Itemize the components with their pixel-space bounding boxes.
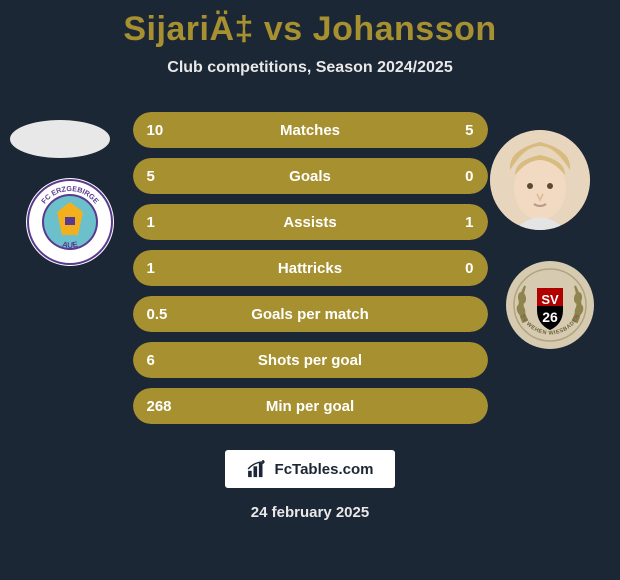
stat-row: 50Goals <box>133 158 488 194</box>
title-left: SijariÄ‡ <box>123 10 254 48</box>
stat-bars: 105Matches 50Goals 11Assists 10Hattricks 0.5… <box>133 112 488 424</box>
stat-row: 105Matches <box>133 112 488 148</box>
stat-label: Min per goal <box>133 398 488 415</box>
title-mid: vs <box>254 10 313 48</box>
stat-row: 6Shots per goal <box>133 342 488 378</box>
date-line: 24 february 2025 <box>0 504 620 521</box>
subtitle: Club competitions, Season 2024/2025 <box>0 59 620 77</box>
stat-label: Shots per goal <box>133 352 488 369</box>
bar-chart-icon <box>247 460 269 478</box>
stat-label: Hattricks <box>133 260 488 277</box>
stat-label: Assists <box>133 214 488 231</box>
stat-row: 11Assists <box>133 204 488 240</box>
stat-row: 10Hattricks <box>133 250 488 286</box>
stats-container: 105Matches 50Goals 11Assists 10Hattricks 0.5… <box>0 112 620 432</box>
stat-row: 268Min per goal <box>133 388 488 424</box>
page-title: SijariÄ‡ vs Johansson <box>0 0 620 49</box>
fctables-label: FcTables.com <box>275 461 374 478</box>
stat-label: Matches <box>133 122 488 139</box>
fctables-watermark: FcTables.com <box>225 450 395 488</box>
stat-row: 0.5Goals per match <box>133 296 488 332</box>
title-right: Johansson <box>313 10 497 48</box>
stat-label: Goals <box>133 168 488 185</box>
stat-label: Goals per match <box>133 306 488 323</box>
